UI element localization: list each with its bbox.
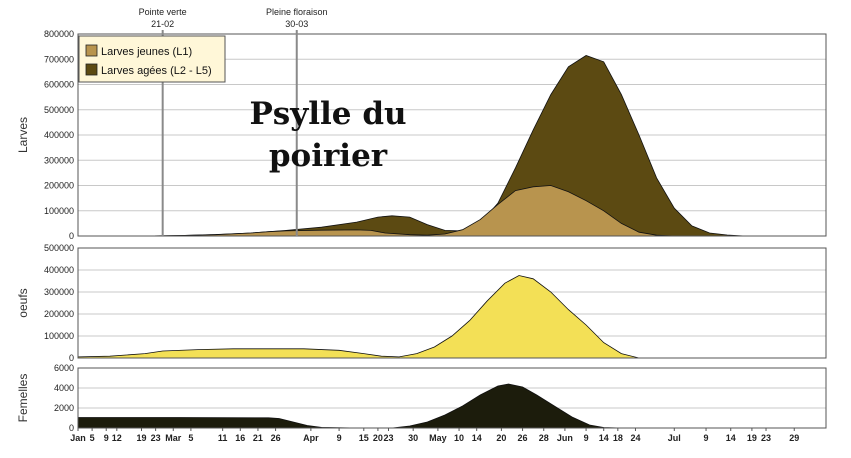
legend-box [78,35,226,83]
x-tick-label: 23 [151,433,161,443]
chart-title: Psylle du poirier [249,96,406,174]
series-area-larves-agees [78,55,826,237]
panel-femelles: 0 2000 4000 6000 Femelles [16,363,827,433]
y-tick-label: 200000 [44,181,74,191]
y-tick-label: 0 [69,423,74,433]
marker-label: Pleine floraison [266,7,328,17]
y-tick-label: 200000 [44,309,74,319]
x-tick-label: Mar [165,433,182,443]
y-tick-label: 2000 [54,403,74,413]
x-tick-label: 9 [104,433,109,443]
y-tick-label: 600000 [44,80,74,90]
legend-entry: Larves agées (L2 - L5) [101,65,212,77]
y-tick-label: 400000 [44,265,74,275]
x-tick-label: May [429,433,447,443]
plot-frame-oeufs [77,247,827,359]
x-tick-label: 20 [373,433,383,443]
x-tick-label: 24 [630,433,640,443]
y-tick-label: 400000 [44,130,74,140]
x-tick-label: 9 [704,433,709,443]
legend-swatch [85,44,98,57]
x-tick-label: 16 [235,433,245,443]
series-area-larves-jeunes [78,185,826,237]
x-tick-label: 12 [112,433,122,443]
y-tick-label: 500000 [44,105,74,115]
x-tick-label: 18 [613,433,623,443]
y-tick-label: 300000 [44,287,74,297]
chart-panels: 0100000200000300000400000500000600000700… [16,29,827,433]
x-tick-label: Jan [70,433,86,443]
y-tick-label: 4000 [54,383,74,393]
series-area-oeufs [77,275,826,359]
x-tick-label: 23 [761,433,771,443]
x-tick-label: 26 [271,433,281,443]
x-tick-label: 30 [408,433,418,443]
plot-frame-femelles [77,367,827,429]
x-tick-label: 14 [472,433,482,443]
x-tick-label: 11 [218,433,228,443]
title-line-1: Psylle du [249,96,406,132]
x-tick-label: 10 [454,433,464,443]
marker-date: 21-02 [151,19,174,29]
plot-frame-larves [77,33,827,237]
y-tick-label: 300000 [44,155,74,165]
x-tick-label: 19 [137,433,147,443]
x-tick-label: 29 [789,433,799,443]
y-tick-label: 800000 [44,29,74,39]
y-tick-label: 100000 [44,331,74,341]
series-area-femelles [77,383,826,429]
y-tick-label: 700000 [44,54,74,64]
title-line-2: poirier [269,138,388,174]
marker-label: Pointe verte [139,7,187,17]
y-axis-label-oeufs: oeufs [16,288,30,317]
x-tick-label: 9 [584,433,589,443]
y-tick-label: 0 [69,353,74,363]
y-axis-label-larves: Larves [16,117,30,153]
x-tick-label: 5 [188,433,193,443]
x-tick-label: 14 [726,433,736,443]
x-tick-label: 19 [747,433,757,443]
marker-date: 30-03 [285,19,308,29]
y-tick-label: 100000 [44,206,74,216]
x-tick-label: 9 [337,433,342,443]
x-tick-label: 15 [359,433,369,443]
x-tick-label: 23 [383,433,393,443]
x-tick-label: 28 [539,433,549,443]
x-tick-label: 14 [599,433,609,443]
x-tick-label: 26 [518,433,528,443]
panel-oeufs: 0 100000 200000 300000 400000 500000 oeufs [16,243,827,363]
legend-swatch [85,63,98,76]
x-axis: Jan 5 9 12 19 23 Mar 5 11 16 21 26 Apr 9 15 20 23 30 May 10… [70,428,799,443]
y-tick-label: 500000 [44,243,74,253]
x-tick-label: 5 [90,433,95,443]
legend-entry: Larves jeunes (L1) [101,46,192,58]
y-tick-label: 6000 [54,363,74,373]
x-tick-label: Jul [668,433,681,443]
x-tick-label: Apr [303,433,319,443]
y-axis-label-femelles: Femelles [16,374,30,423]
x-tick-label: Jun [557,433,573,443]
x-tick-label: 21 [253,433,263,443]
panel-larves: 0 100000 200000 300000 400000 500000 600000 700… [16,29,827,241]
y-tick-label: 0 [69,231,74,241]
legend: Larves jeunes (L1) Larves agées (L2 - L5) [78,35,226,83]
x-tick-label: 20 [496,433,506,443]
